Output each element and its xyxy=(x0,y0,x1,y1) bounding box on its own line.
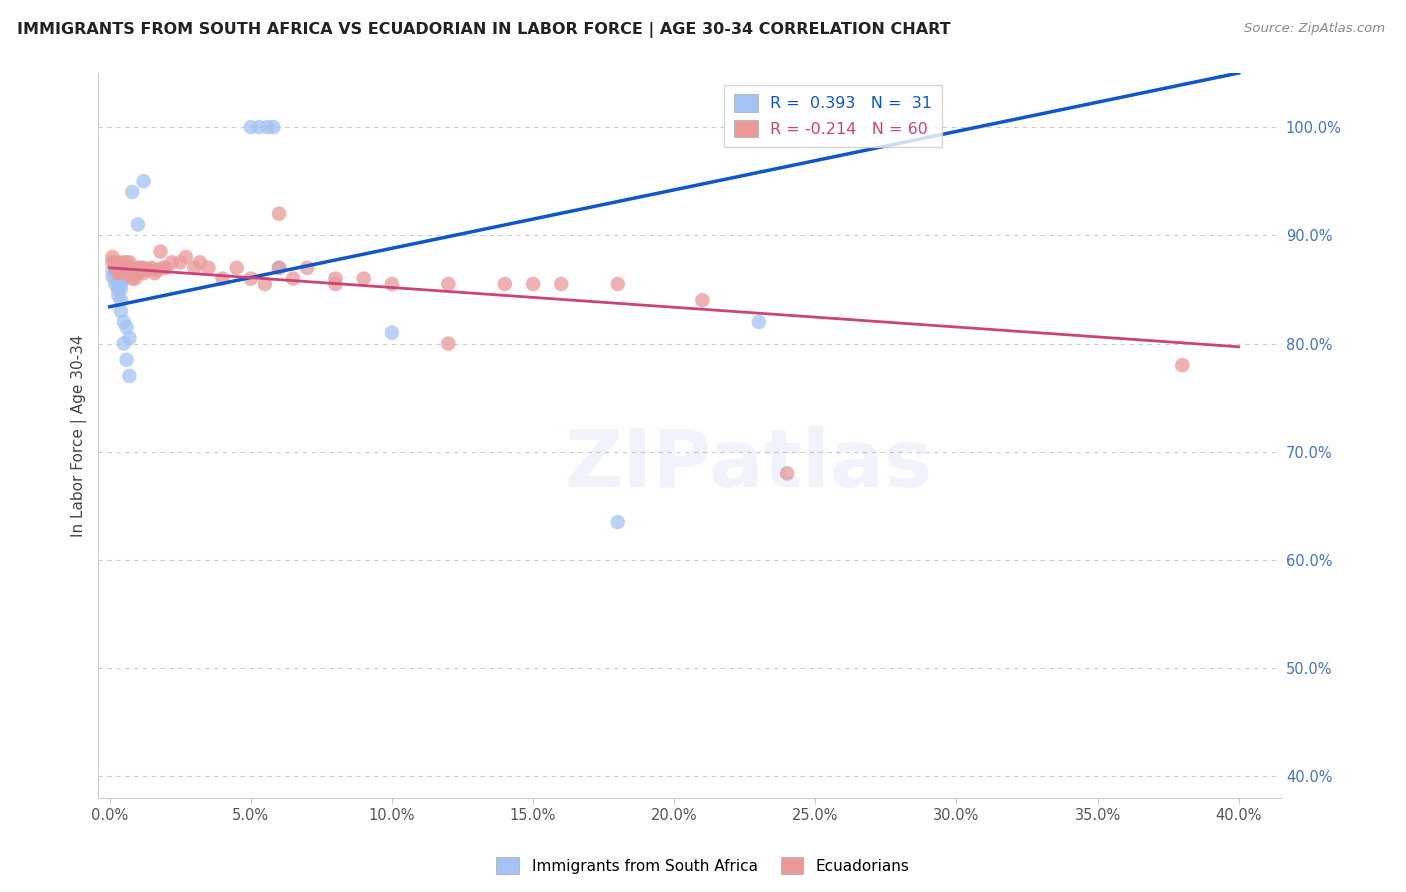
Point xyxy=(107,271,129,285)
Point xyxy=(127,218,149,232)
Point xyxy=(174,250,197,264)
Point xyxy=(112,260,135,275)
Point xyxy=(437,277,460,291)
Point xyxy=(101,269,124,284)
Point xyxy=(267,260,290,275)
Point xyxy=(124,271,146,285)
Point xyxy=(127,260,149,275)
Point xyxy=(107,255,129,269)
Point xyxy=(325,271,347,285)
Point xyxy=(225,260,247,275)
Point xyxy=(107,266,129,280)
Point xyxy=(101,255,124,269)
Point xyxy=(112,271,135,285)
Point xyxy=(104,260,127,275)
Point xyxy=(141,260,163,275)
Point xyxy=(115,263,138,277)
Point xyxy=(101,250,124,264)
Text: ZIPatlas: ZIPatlas xyxy=(565,425,934,503)
Point xyxy=(104,277,127,291)
Point xyxy=(437,336,460,351)
Point xyxy=(104,271,127,285)
Point xyxy=(110,266,132,280)
Point xyxy=(160,255,183,269)
Point xyxy=(381,277,404,291)
Point xyxy=(124,266,146,280)
Point xyxy=(138,263,160,277)
Point xyxy=(267,260,290,275)
Point xyxy=(118,260,141,275)
Point xyxy=(325,277,347,291)
Point xyxy=(692,293,714,308)
Point xyxy=(132,174,155,188)
Point xyxy=(267,207,290,221)
Point xyxy=(247,120,270,134)
Point xyxy=(107,282,129,296)
Point xyxy=(522,277,544,291)
Point xyxy=(107,277,129,291)
Point xyxy=(118,255,141,269)
Point xyxy=(110,293,132,308)
Point xyxy=(748,315,770,329)
Point xyxy=(107,288,129,302)
Point xyxy=(132,266,155,280)
Point xyxy=(197,260,219,275)
Point xyxy=(112,255,135,269)
Point xyxy=(129,260,152,275)
Text: Source: ZipAtlas.com: Source: ZipAtlas.com xyxy=(1244,22,1385,36)
Point xyxy=(110,282,132,296)
Legend: R =  0.393   N =  31, R = -0.214   N = 60: R = 0.393 N = 31, R = -0.214 N = 60 xyxy=(724,85,942,146)
Point xyxy=(239,120,262,134)
Point xyxy=(115,352,138,367)
Point xyxy=(146,263,169,277)
Point xyxy=(121,266,143,280)
Point xyxy=(152,260,174,275)
Point xyxy=(118,331,141,345)
Point xyxy=(183,260,205,275)
Point xyxy=(1171,358,1194,372)
Point xyxy=(606,515,628,529)
Point xyxy=(110,260,132,275)
Y-axis label: In Labor Force | Age 30-34: In Labor Force | Age 30-34 xyxy=(72,334,87,537)
Text: IMMIGRANTS FROM SOUTH AFRICA VS ECUADORIAN IN LABOR FORCE | AGE 30-34 CORRELATIO: IMMIGRANTS FROM SOUTH AFRICA VS ECUADORI… xyxy=(17,22,950,38)
Point xyxy=(353,271,375,285)
Point xyxy=(211,271,233,285)
Point xyxy=(132,260,155,275)
Point xyxy=(101,263,124,277)
Point xyxy=(115,320,138,334)
Point xyxy=(110,277,132,291)
Point xyxy=(188,255,211,269)
Point xyxy=(118,369,141,384)
Point xyxy=(135,263,157,277)
Point xyxy=(112,315,135,329)
Point xyxy=(110,304,132,318)
Point xyxy=(256,120,278,134)
Point xyxy=(143,266,166,280)
Point xyxy=(550,277,572,291)
Point xyxy=(121,185,143,199)
Point xyxy=(253,277,276,291)
Point xyxy=(297,260,319,275)
Legend: Immigrants from South Africa, Ecuadorians: Immigrants from South Africa, Ecuadorian… xyxy=(491,851,915,880)
Point xyxy=(121,271,143,285)
Point xyxy=(381,326,404,340)
Point xyxy=(155,260,177,275)
Point xyxy=(262,120,284,134)
Point xyxy=(127,266,149,280)
Point xyxy=(104,266,127,280)
Point xyxy=(149,244,172,259)
Point xyxy=(112,263,135,277)
Point xyxy=(776,467,799,481)
Point xyxy=(107,260,129,275)
Point xyxy=(104,255,127,269)
Point xyxy=(606,277,628,291)
Point xyxy=(239,271,262,285)
Point xyxy=(494,277,516,291)
Point xyxy=(115,255,138,269)
Point xyxy=(281,271,304,285)
Point xyxy=(169,255,191,269)
Point xyxy=(112,336,135,351)
